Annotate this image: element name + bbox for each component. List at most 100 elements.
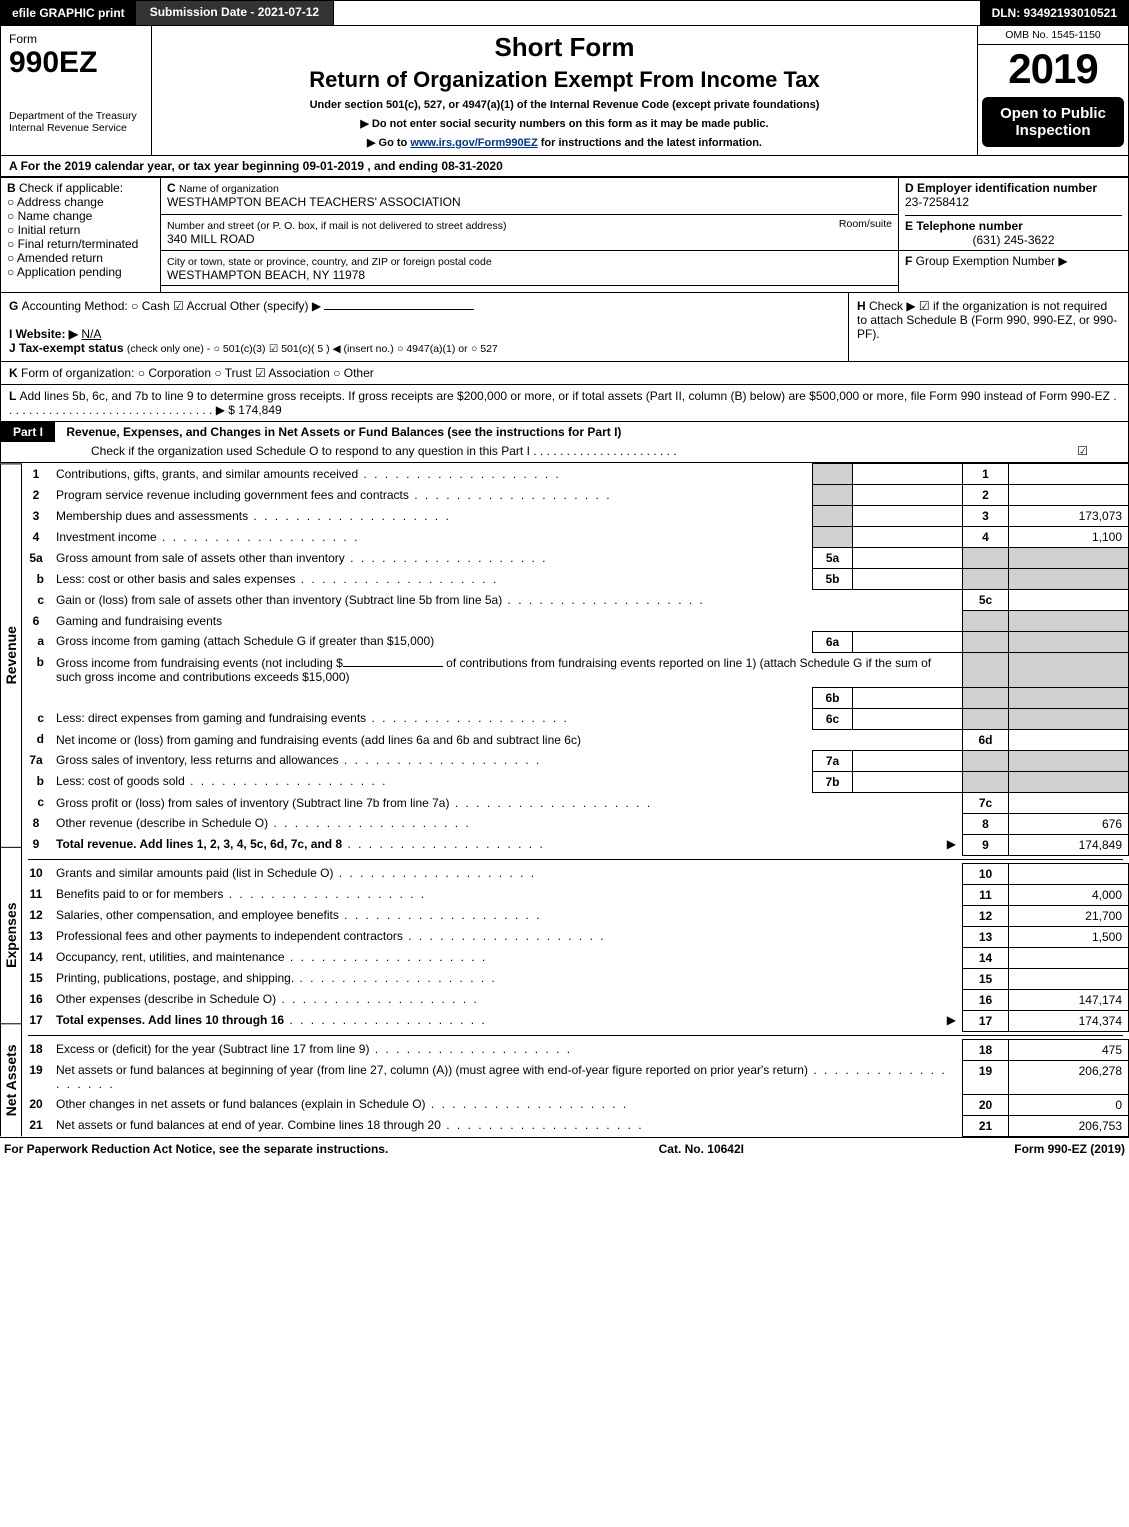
- line-5a-text: Gross amount from sale of assets other t…: [50, 548, 813, 569]
- addr-label: Number and street (or P. O. box, if mail…: [167, 220, 506, 232]
- line-7c-value: [1009, 792, 1129, 813]
- line-8-text: Other revenue (describe in Schedule O): [50, 813, 963, 834]
- part-i-desc: Revenue, Expenses, and Changes in Net As…: [58, 425, 621, 439]
- footer-form: 990-EZ: [1048, 1142, 1087, 1156]
- form-title-2: Return of Organization Exempt From Incom…: [158, 67, 971, 93]
- subtitle-2: ▶ Do not enter social security numbers o…: [158, 117, 971, 130]
- website-value: N/A: [81, 327, 101, 341]
- efile-print-button[interactable]: efile GRAPHIC print: [1, 1, 136, 25]
- line-8-value: 676: [1009, 813, 1129, 834]
- i-label: Website: ▶: [16, 327, 78, 341]
- c-label: Name of organization: [179, 183, 279, 195]
- k-label: Form of organization:: [21, 366, 134, 380]
- line-12-value: 21,700: [1009, 905, 1129, 926]
- line-17-text: Total expenses. Add lines 10 through 16: [56, 1013, 284, 1027]
- line-15-value: [1009, 968, 1129, 989]
- line-6c-text: Less: direct expenses from gaming and fu…: [50, 708, 813, 729]
- line-a-text: For the 2019 calendar year, or tax year …: [21, 159, 503, 173]
- line-17-value: 174,374: [1009, 1010, 1129, 1031]
- f-label: Group Exemption Number: [916, 254, 1055, 268]
- footer-year: (2019): [1087, 1142, 1125, 1156]
- l-value: $ 174,849: [228, 403, 281, 417]
- part-i-check-text: Check if the organization used Schedule …: [91, 444, 677, 458]
- submission-date-button[interactable]: Submission Date - 2021-07-12: [136, 1, 334, 25]
- d-label: Employer identification number: [917, 181, 1097, 195]
- footer-mid: Cat. No. 10642I: [659, 1142, 744, 1156]
- check-amended-return[interactable]: Amended return: [7, 251, 154, 265]
- part-i-tab: Part I: [1, 422, 55, 442]
- check-initial-return[interactable]: Initial return: [7, 223, 154, 237]
- open-public-inspection: Open to Public Inspection: [982, 97, 1124, 147]
- g-other[interactable]: Other (specify) ▶: [230, 299, 321, 313]
- line-11-value: 4,000: [1009, 884, 1129, 905]
- line-14-text: Occupancy, rent, utilities, and maintena…: [50, 947, 963, 968]
- line-6a-text: Gross income from gaming (attach Schedul…: [50, 631, 813, 652]
- line-a-label: A: [9, 159, 21, 173]
- line-18-text: Excess or (deficit) for the year (Subtra…: [50, 1039, 963, 1060]
- form-number: 990EZ: [9, 46, 143, 80]
- line-6d-value: [1009, 729, 1129, 750]
- line-20-value: 0: [1009, 1094, 1129, 1115]
- irs-link[interactable]: www.irs.gov/Form990EZ: [410, 137, 537, 149]
- top-bar: efile GRAPHIC print Submission Date - 20…: [0, 0, 1129, 26]
- line-10-value: [1009, 863, 1129, 884]
- line-13-text: Professional fees and other payments to …: [50, 926, 963, 947]
- goto-suffix: for instructions and the latest informat…: [538, 137, 762, 149]
- radio-other[interactable]: Other: [333, 366, 374, 380]
- line-1-value: [1009, 464, 1129, 485]
- line-16-text: Other expenses (describe in Schedule O): [50, 989, 963, 1010]
- line-7c-text: Gross profit or (loss) from sales of inv…: [50, 792, 963, 813]
- line-16-value: 147,174: [1009, 989, 1129, 1010]
- side-revenue: Revenue: [0, 463, 22, 847]
- line-14-value: [1009, 947, 1129, 968]
- line-6-text: Gaming and fundraising events: [50, 611, 963, 632]
- line-20-text: Other changes in net assets or fund bala…: [50, 1094, 963, 1115]
- check-address-change[interactable]: Address change: [7, 195, 154, 209]
- radio-4947[interactable]: 4947(a)(1) or: [397, 343, 468, 355]
- phone-value: (631) 245-3622: [905, 233, 1122, 247]
- check-name-change[interactable]: Name change: [7, 209, 154, 223]
- line-5b-text: Less: cost or other basis and sales expe…: [50, 569, 813, 590]
- line-18-value: 475: [1009, 1039, 1129, 1060]
- radio-corporation[interactable]: Corporation: [138, 366, 211, 380]
- radio-527[interactable]: 527: [471, 343, 498, 355]
- e-label: Telephone number: [916, 219, 1022, 233]
- line-1-text: Contributions, gifts, grants, and simila…: [50, 464, 813, 485]
- line-5c-value: [1009, 590, 1129, 611]
- org-name: WESTHAMPTON BEACH TEACHERS' ASSOCIATION: [167, 195, 461, 209]
- check-final-return[interactable]: Final return/terminated: [7, 237, 154, 251]
- line-10-text: Grants and similar amounts paid (list in…: [50, 863, 963, 884]
- check-schedule-b[interactable]: [919, 299, 933, 313]
- radio-cash[interactable]: Cash: [131, 299, 170, 313]
- city-label: City or town, state or province, country…: [167, 256, 492, 268]
- lines-table: 1Contributions, gifts, grants, and simil…: [22, 463, 1129, 1137]
- radio-501c3[interactable]: 501(c)(3): [214, 343, 266, 355]
- line-6d-text: Net income or (loss) from gaming and fun…: [50, 729, 963, 750]
- tax-year: 2019: [978, 45, 1128, 93]
- line-19-value: 206,278: [1009, 1060, 1129, 1094]
- dln-label: DLN: 93492193010521: [981, 1, 1128, 25]
- check-application-pending[interactable]: Application pending: [7, 265, 154, 279]
- side-net-assets: Net Assets: [0, 1023, 22, 1136]
- line-7b-text: Less: cost of goods sold: [50, 771, 813, 792]
- line-6b-text1: Gross income from fundraising events (no…: [50, 652, 963, 687]
- omb-number: OMB No. 1545-1150: [978, 26, 1128, 45]
- radio-accrual[interactable]: Accrual: [173, 299, 226, 313]
- radio-501c[interactable]: 501(c)( 5 ) ◀ (insert no.): [269, 343, 394, 355]
- radio-association[interactable]: Association: [255, 366, 330, 380]
- subtitle-1: Under section 501(c), 527, or 4947(a)(1)…: [158, 99, 971, 111]
- check-schedule-o[interactable]: [1077, 444, 1088, 458]
- radio-trust[interactable]: Trust: [214, 366, 251, 380]
- line-3-text: Membership dues and assessments: [50, 506, 813, 527]
- form-header: Form 990EZ Department of the Treasury In…: [0, 26, 1129, 156]
- room-label: Room/suite: [839, 218, 892, 230]
- line-4-text: Investment income: [50, 527, 813, 548]
- g-label: Accounting Method:: [22, 299, 128, 313]
- b-label: Check if applicable:: [19, 181, 123, 195]
- irs-label: Internal Revenue Service: [9, 122, 143, 134]
- goto-prefix: ▶ Go to: [367, 137, 410, 149]
- line-5c-text: Gain or (loss) from sale of assets other…: [50, 590, 963, 611]
- line-12-text: Salaries, other compensation, and employ…: [50, 905, 963, 926]
- line-15-text: Printing, publications, postage, and shi…: [50, 968, 963, 989]
- h-check-label: Check ▶: [869, 299, 916, 313]
